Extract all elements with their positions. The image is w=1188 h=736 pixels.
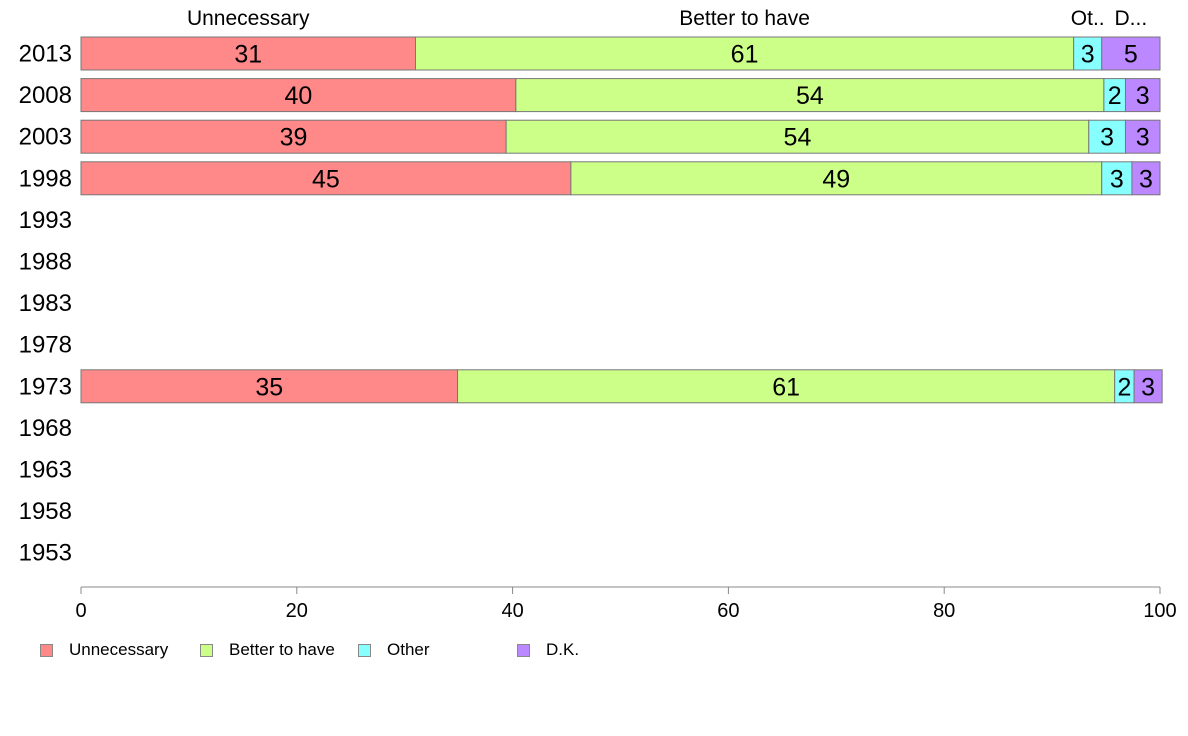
bar-2013-better-to-have xyxy=(414,36,1075,71)
bar-1973-unnecessary xyxy=(80,369,459,404)
x-tick-label: 60 xyxy=(717,600,739,622)
y-tick-label: 1993 xyxy=(19,207,72,234)
bar-2008-unnecessary xyxy=(80,78,517,113)
legend-item: Other xyxy=(358,640,430,660)
legend-label: Better to have xyxy=(229,640,335,659)
data-label: 3 xyxy=(1136,124,1150,152)
bar-1998-better-to-have xyxy=(570,161,1103,196)
bar-2013-other xyxy=(1073,36,1103,71)
legend-swatch xyxy=(40,643,53,657)
bar-2003-other xyxy=(1088,119,1126,154)
data-label: 3 xyxy=(1110,165,1124,193)
legend-item: Better to have xyxy=(200,640,335,660)
bar-2013-unnecessary xyxy=(80,36,416,71)
bar-2003-unnecessary xyxy=(80,119,507,154)
y-tick-label: 1958 xyxy=(19,498,72,525)
legend-swatch xyxy=(517,643,530,657)
y-tick-label: 1973 xyxy=(19,373,72,400)
data-label: 54 xyxy=(784,124,812,152)
data-label: 3 xyxy=(1141,373,1155,401)
data-label: 3 xyxy=(1139,165,1153,193)
legend-label: Unnecessary xyxy=(69,640,169,659)
data-label: 49 xyxy=(822,165,850,193)
data-label: 40 xyxy=(285,82,313,110)
bar-2003-better-to-have xyxy=(505,119,1090,154)
top-category-labels: Unnecessary Better to have Ot.. D... xyxy=(187,7,1147,30)
x-tick-label: 100 xyxy=(1143,600,1176,622)
data-label: 54 xyxy=(796,82,824,110)
x-axis: 0 20 40 60 80 100 xyxy=(75,586,1177,622)
bar-1998-d-k- xyxy=(1131,161,1161,196)
y-tick-label: 2008 xyxy=(19,82,72,109)
legend-item: Unnecessary xyxy=(40,640,168,660)
y-tick-label: 2003 xyxy=(19,124,72,151)
bar-1998-unnecessary xyxy=(80,161,572,196)
bar-2008-better-to-have xyxy=(515,78,1105,113)
top-label-1: Better to have xyxy=(679,7,810,30)
y-tick-label: 1953 xyxy=(19,540,72,567)
top-label-2: Ot.. xyxy=(1071,7,1105,30)
bar-2003-d-k- xyxy=(1124,119,1161,154)
y-tick-label: 1963 xyxy=(19,457,72,484)
x-tick-label: 0 xyxy=(75,600,86,622)
data-label: 39 xyxy=(280,124,308,152)
data-label: 2 xyxy=(1108,82,1122,110)
x-tick-label: 80 xyxy=(933,600,955,622)
y-tick-label: 2013 xyxy=(19,41,72,68)
bar-2008-d-k- xyxy=(1124,78,1161,113)
data-label: 31 xyxy=(234,41,262,69)
y-tick-label: 1998 xyxy=(19,165,72,192)
legend-label: Other xyxy=(387,640,430,659)
data-label: 3 xyxy=(1100,124,1114,152)
legend-label: D.K. xyxy=(546,640,580,659)
data-label: 3 xyxy=(1136,82,1150,110)
legend-item: D.K. xyxy=(517,640,579,660)
data-label: 2 xyxy=(1117,373,1131,401)
top-label-0: Unnecessary xyxy=(187,7,310,30)
top-label-3: D... xyxy=(1115,7,1148,30)
y-tick-label: 1988 xyxy=(19,249,72,276)
bar-1973-d-k- xyxy=(1133,369,1163,404)
data-label: 61 xyxy=(772,373,800,401)
bars: 31 61 3 540 54 2 339 54 3 345 49 3 335 61 2 3 xyxy=(80,36,1163,404)
y-tick-label: 1978 xyxy=(19,332,72,359)
data-label: 5 xyxy=(1124,41,1138,69)
y-tick-label: 1983 xyxy=(19,290,72,317)
y-tick-label: 1968 xyxy=(19,415,72,442)
data-label: 3 xyxy=(1081,41,1095,69)
data-label: 35 xyxy=(255,373,283,401)
legend-swatch xyxy=(200,643,213,657)
y-axis-labels: 2013 2008 2003 1998 1993 1988 1983 1978 1973 1968… xyxy=(19,41,72,567)
bar-2013-d-k- xyxy=(1101,36,1161,71)
bar-1998-other xyxy=(1101,161,1133,196)
data-label: 45 xyxy=(312,165,340,193)
legend-swatch xyxy=(358,643,371,657)
x-tick-label: 40 xyxy=(501,600,523,622)
x-tick-label: 20 xyxy=(286,600,308,622)
bar-1973-better-to-have xyxy=(457,369,1116,404)
data-label: 61 xyxy=(731,41,759,69)
